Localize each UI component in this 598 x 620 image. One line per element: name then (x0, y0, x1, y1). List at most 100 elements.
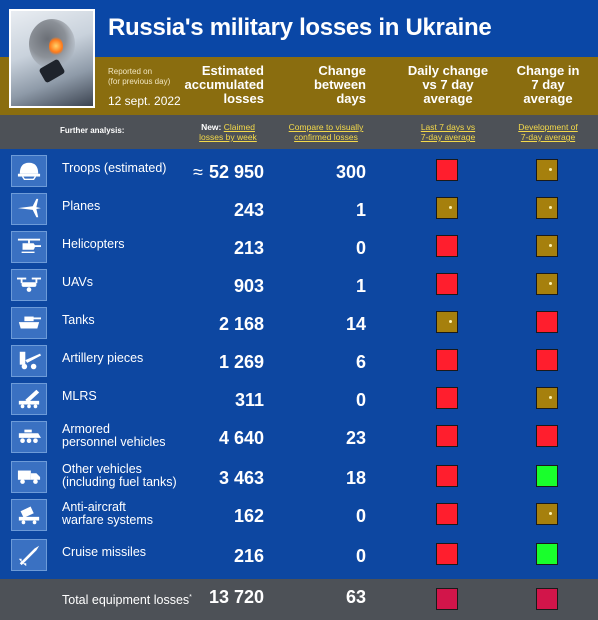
row-label: Troops (estimated) (62, 161, 167, 175)
missile-icon (11, 539, 47, 571)
loss-row: Other vehicles (including fuel tanks) 3 46… (0, 458, 598, 496)
reported-note: Reported on (for previous day) (108, 67, 171, 86)
tank-icon (11, 307, 47, 339)
total-row: Total equipment losses* 13 720 63 (0, 579, 598, 620)
daily-indicator (436, 349, 458, 371)
row-label: Cruise missiles (62, 545, 147, 559)
row-value: 162 (233, 506, 264, 526)
seven-day-indicator (536, 387, 558, 409)
last-7-days-link[interactable]: Last 7 days vs 7-day average (420, 122, 476, 142)
row-label: Other vehicles (including fuel tanks) (62, 462, 177, 489)
row-label: Anti-aircraft warfare systems (62, 500, 153, 527)
col-estimated-header: Estimated accumulated losses (184, 63, 264, 106)
claimed-losses-link[interactable]: New: Claimed losses by week (199, 122, 257, 142)
row-label: MLRS (62, 389, 97, 403)
seven-day-indicator (536, 543, 558, 565)
row-change: 1 (355, 276, 366, 296)
row-value: 213 (233, 238, 264, 258)
col-change-header: Change between days (313, 63, 366, 106)
further-analysis-label: Further analysis: (60, 126, 125, 135)
total-label: Total equipment losses* (62, 593, 192, 608)
row-value: 216 (233, 546, 264, 566)
seven-day-indicator (536, 235, 558, 257)
row-change: 6 (355, 352, 366, 372)
total-daily-indicator (436, 588, 458, 610)
loss-row: Armored personnel vehicles 4 640 23 (0, 418, 598, 456)
seven-day-indicator (536, 311, 558, 333)
header-bar (0, 0, 598, 57)
seven-day-indicator (536, 503, 558, 525)
row-value: 903 (233, 276, 264, 296)
column-header-band (0, 57, 598, 115)
anti-aircraft-icon (11, 499, 47, 531)
row-label: Planes (62, 199, 101, 213)
daily-indicator (436, 543, 458, 565)
loss-row: Anti-aircraft warfare systems 162 0 (0, 496, 598, 534)
drone-icon (11, 269, 47, 301)
total-change: 63 (345, 587, 366, 607)
helicopter-icon (11, 231, 47, 263)
daily-indicator (436, 503, 458, 525)
row-change: 300 (335, 162, 366, 182)
row-change: 14 (345, 314, 366, 334)
reported-date: 12 sept. 2022 (108, 94, 181, 108)
compare-confirmed-link[interactable]: Compare to visually confirmed losses (288, 122, 364, 142)
seven-day-indicator (536, 425, 558, 447)
row-label: Helicopters (62, 237, 125, 251)
row-value: 2 168 (218, 314, 264, 334)
row-change: 0 (355, 506, 366, 526)
seven-day-indicator (536, 465, 558, 487)
row-label: UAVs (62, 275, 94, 289)
row-change: 1 (355, 200, 366, 220)
row-change: 0 (355, 546, 366, 566)
analysis-bar (0, 115, 598, 149)
row-value: 1 269 (218, 352, 264, 372)
plane-icon (11, 193, 47, 225)
mlrs-icon (11, 383, 47, 415)
seven-day-indicator (536, 273, 558, 295)
loss-row: Cruise missiles 216 0 (0, 536, 598, 574)
loss-row: Helicopters 213 0 (0, 228, 598, 266)
apc-icon (11, 421, 47, 453)
row-value: 3 463 (218, 468, 264, 488)
artillery-icon (11, 345, 47, 377)
row-value: 311 (234, 390, 264, 410)
row-value: 4 640 (218, 428, 264, 448)
row-value: ≈52 950 (193, 162, 264, 182)
total-seven-indicator (536, 588, 558, 610)
loss-row: Artillery pieces 1 269 6 (0, 342, 598, 380)
loss-row: UAVs 903 1 (0, 266, 598, 304)
daily-indicator (436, 465, 458, 487)
row-change: 23 (345, 428, 366, 448)
total-value: 13 720 (208, 587, 264, 607)
daily-indicator (436, 311, 458, 333)
truck-icon (11, 461, 47, 493)
row-label: Artillery pieces (62, 351, 144, 365)
approx-sign: ≈ (193, 162, 203, 182)
seven-day-indicator (536, 197, 558, 219)
seven-day-indicator (536, 159, 558, 181)
col-seven-header: Change in 7 day average (516, 63, 580, 106)
loss-row: Tanks 2 168 14 (0, 304, 598, 342)
daily-indicator (436, 159, 458, 181)
row-change: 0 (355, 390, 366, 410)
loss-row: Troops (estimated) ≈52 950 300 (0, 152, 598, 190)
page-title: Russia's military losses in Ukraine (108, 14, 492, 41)
daily-indicator (436, 197, 458, 219)
daily-indicator (436, 235, 458, 257)
helicopter-photo (9, 9, 95, 108)
seven-day-indicator (536, 349, 558, 371)
loss-row: Planes 243 1 (0, 190, 598, 228)
daily-indicator (436, 387, 458, 409)
col-daily-header: Daily change vs 7 day average (407, 63, 489, 106)
row-change: 18 (345, 468, 366, 488)
helmet-icon (11, 155, 47, 187)
row-label: Tanks (62, 313, 95, 327)
row-label: Armored personnel vehicles (62, 422, 166, 449)
daily-indicator (436, 425, 458, 447)
daily-indicator (436, 273, 458, 295)
loss-row: MLRS 311 0 (0, 380, 598, 418)
row-change: 0 (355, 238, 366, 258)
development-7-day-link[interactable]: Development of 7-day average (518, 122, 578, 142)
row-value: 243 (233, 200, 264, 220)
